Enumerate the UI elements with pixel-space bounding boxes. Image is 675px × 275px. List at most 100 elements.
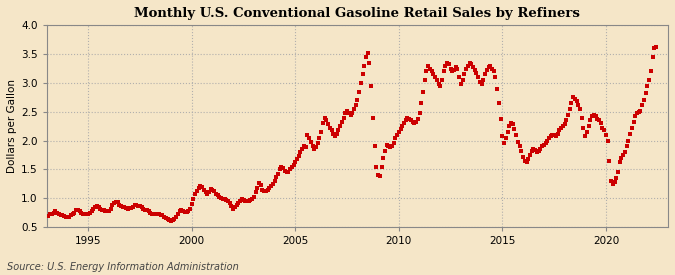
Point — [535, 147, 546, 152]
Point — [574, 107, 585, 111]
Point — [549, 133, 560, 137]
Point — [338, 115, 349, 120]
Point — [616, 156, 627, 160]
Point — [357, 72, 368, 76]
Point — [233, 201, 244, 206]
Point — [148, 211, 159, 216]
Point — [602, 138, 613, 143]
Point — [456, 82, 466, 86]
Point — [348, 107, 359, 111]
Point — [512, 139, 523, 144]
Point — [390, 136, 401, 140]
Point — [186, 202, 197, 206]
Point — [593, 118, 604, 123]
Point — [354, 89, 364, 94]
Point — [500, 136, 511, 140]
Point — [621, 144, 632, 148]
Point — [188, 197, 199, 202]
Point — [461, 66, 472, 71]
Point — [62, 215, 73, 219]
Point — [205, 187, 216, 191]
Point — [238, 198, 249, 202]
Point — [642, 84, 653, 88]
Point — [329, 134, 340, 138]
Point — [350, 103, 361, 107]
Point — [254, 181, 265, 185]
Point — [128, 205, 138, 209]
Point — [230, 205, 240, 210]
Point — [362, 51, 373, 55]
Point — [506, 121, 516, 125]
Point — [53, 211, 64, 216]
Point — [328, 131, 339, 136]
Point — [431, 78, 442, 82]
Point — [305, 139, 316, 144]
Point — [570, 97, 580, 101]
Point — [426, 69, 437, 74]
Point — [196, 185, 207, 189]
Point — [167, 218, 178, 222]
Point — [283, 169, 294, 174]
Point — [359, 64, 370, 68]
Point — [257, 187, 268, 192]
Point — [174, 209, 185, 214]
Point — [247, 197, 258, 201]
Point — [180, 210, 190, 214]
Point — [395, 127, 406, 131]
Point — [381, 143, 392, 147]
Point — [317, 121, 328, 125]
Point — [326, 128, 337, 132]
Point — [216, 196, 227, 200]
Point — [55, 213, 66, 217]
Point — [224, 201, 235, 206]
Point — [47, 211, 57, 216]
Point — [364, 60, 375, 65]
Point — [223, 199, 234, 203]
Point — [323, 122, 333, 127]
Point — [207, 187, 218, 192]
Point — [193, 186, 204, 190]
Point — [133, 204, 144, 208]
Point — [452, 66, 463, 71]
Point — [545, 134, 556, 138]
Point — [418, 89, 429, 94]
Point — [542, 138, 553, 143]
Point — [161, 216, 171, 220]
Point — [481, 68, 492, 72]
Point — [114, 202, 125, 207]
Point — [140, 208, 151, 212]
Point — [383, 144, 394, 148]
Point — [400, 118, 411, 123]
Point — [261, 189, 271, 194]
Point — [71, 208, 82, 213]
Point — [97, 208, 107, 212]
Point — [124, 206, 135, 210]
Point — [471, 70, 482, 75]
Point — [388, 141, 399, 146]
Point — [613, 170, 624, 174]
Point — [109, 201, 119, 205]
Point — [647, 55, 658, 59]
Point — [462, 64, 473, 68]
Point — [419, 78, 430, 82]
Point — [649, 46, 659, 51]
Point — [528, 147, 539, 152]
Point — [524, 153, 535, 157]
Point — [440, 64, 451, 68]
Point — [105, 207, 116, 211]
Point — [430, 75, 441, 79]
Point — [428, 72, 439, 76]
Point — [604, 159, 615, 163]
Point — [152, 212, 163, 216]
Point — [556, 126, 566, 130]
Point — [90, 205, 101, 210]
Point — [508, 122, 518, 127]
Point — [236, 197, 247, 201]
Point — [319, 115, 330, 120]
Point — [176, 208, 187, 213]
Point — [379, 149, 390, 153]
Point — [468, 65, 479, 69]
Point — [102, 209, 113, 214]
Point — [441, 60, 452, 65]
Point — [502, 130, 513, 134]
